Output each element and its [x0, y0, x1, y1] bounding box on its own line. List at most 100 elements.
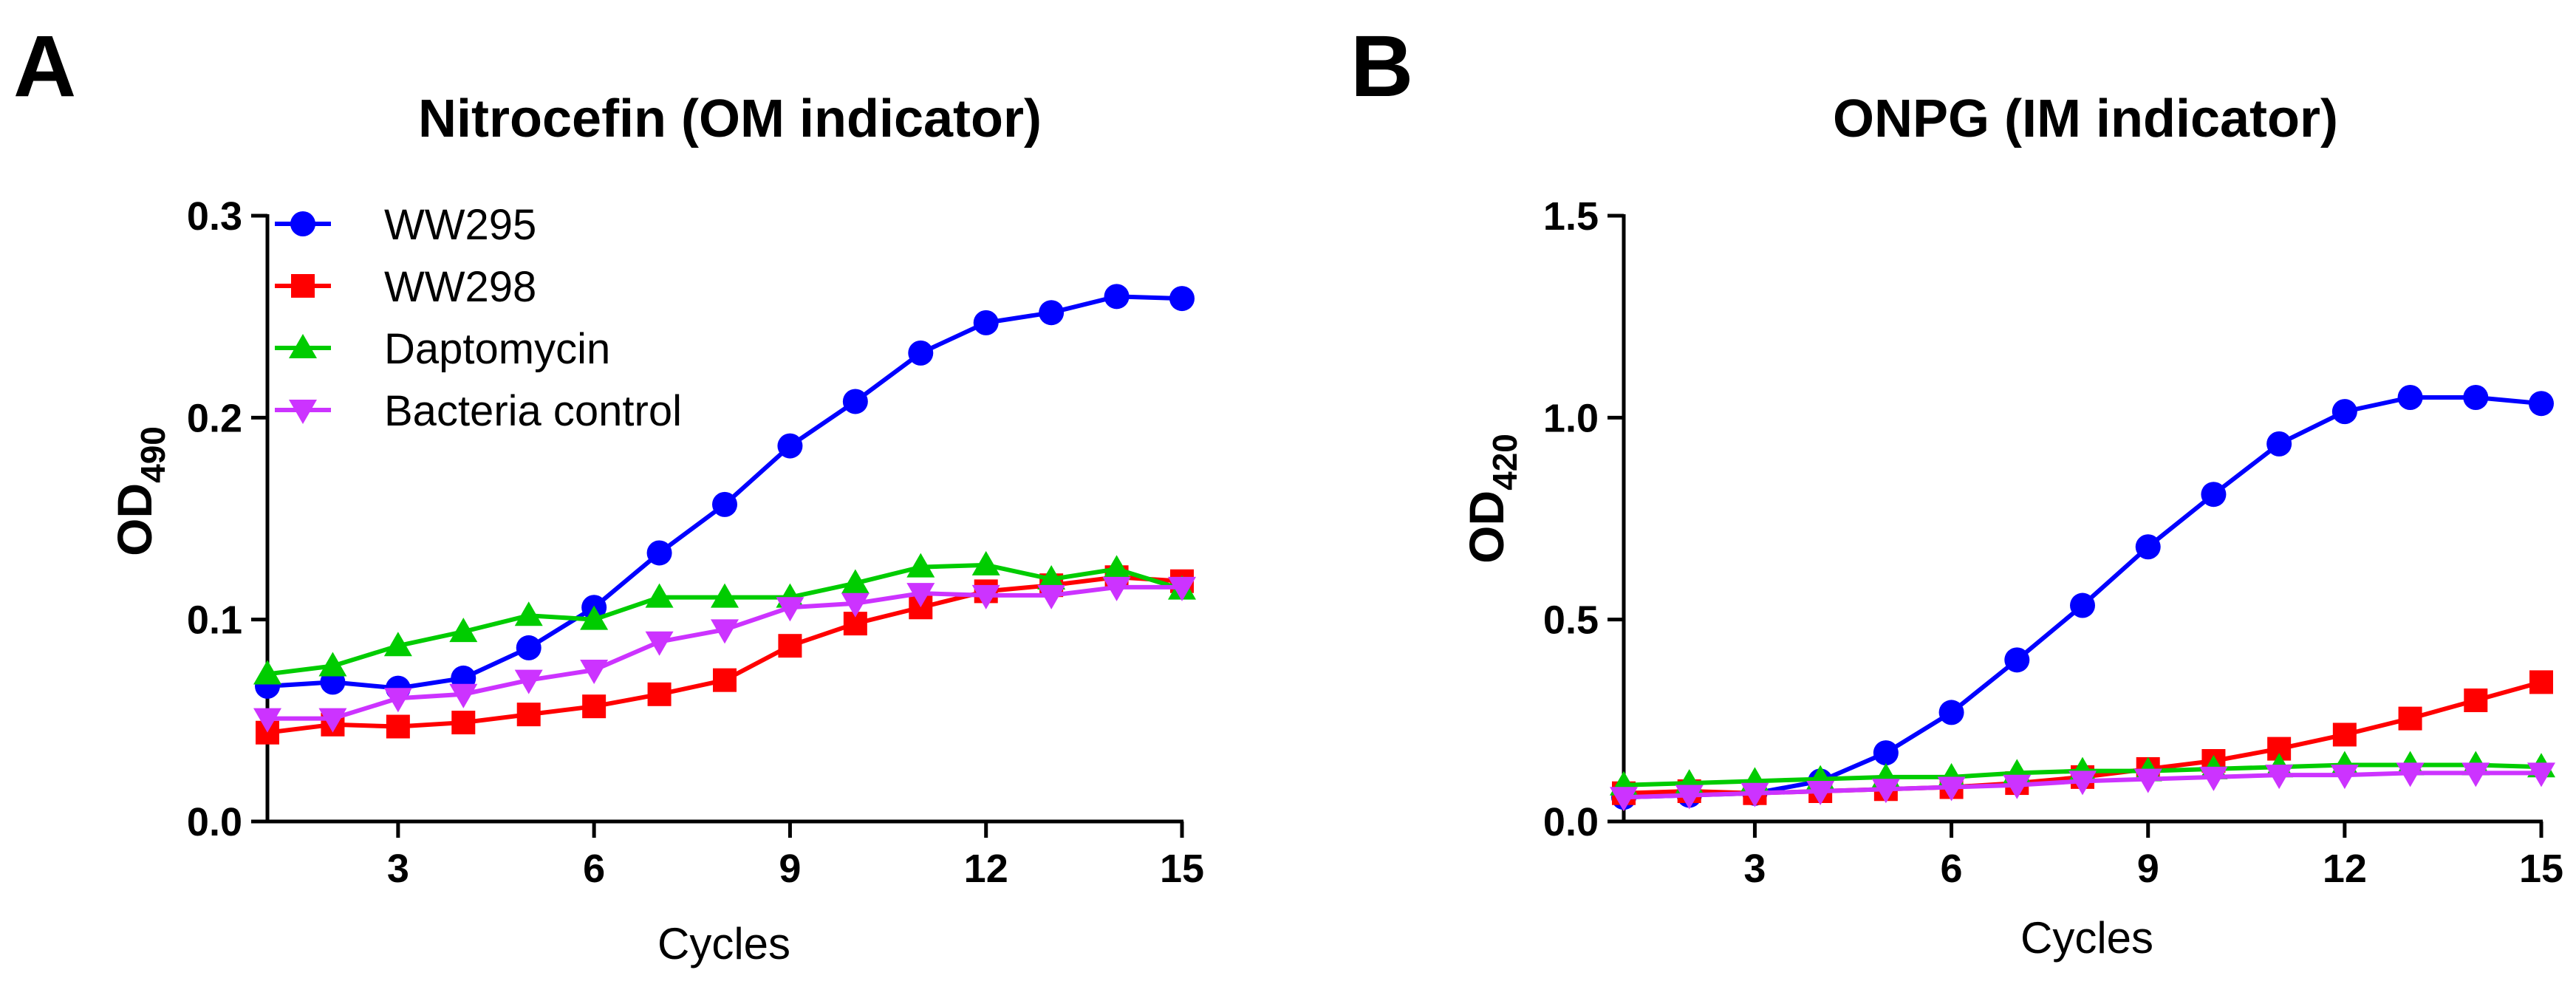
chart-a-data-point [1037, 584, 1066, 609]
chart-b-series-ww295 [1611, 385, 2554, 810]
panel-letter-a: A [13, 18, 76, 115]
chart-a-legend-label: WW298 [384, 263, 536, 311]
chart-b-y-tick-label: 0.5 [1543, 598, 1599, 643]
chart-a-data-point [645, 631, 674, 656]
chart-b-y-tick-label: 0.0 [1543, 800, 1599, 844]
panel-letter-b: B [1350, 18, 1413, 115]
chart-a-series-daptomycin [253, 550, 1196, 685]
chart-a-data-point [841, 569, 870, 594]
chart-b-ylabel-main: OD [1459, 491, 1514, 564]
chart-a-data-point [1168, 576, 1196, 601]
chart-b-data-point [1675, 785, 1704, 810]
chart-b-x-tick-label: 6 [1941, 847, 1963, 891]
chart-a-data-point [449, 683, 478, 708]
chart-a-data-point [776, 597, 804, 622]
chart-a-y-tick-label: 0.3 [187, 194, 242, 239]
chart-a-data-point [645, 583, 674, 608]
chart-b-series-bacteria-control [1610, 762, 2555, 812]
chart-a-data-point [841, 592, 870, 618]
chart-a-series-bacteria-control [253, 576, 1196, 733]
chart-b-data-point [1938, 700, 1964, 725]
chart-a-legend: WW295 WW298 Daptomycin Bacteria control [275, 201, 682, 435]
chart-a-data-point [383, 632, 412, 657]
chart-a-ylabel-sub: 490 [134, 426, 172, 483]
chart-b-data-point [2070, 592, 2095, 618]
chart-a-data-point [318, 708, 347, 733]
chart-b-data-point [2004, 647, 2030, 673]
chart-a-data-point [646, 540, 672, 566]
chart-a-y-tick-label: 0.1 [187, 598, 242, 643]
chart-b-data-point [2529, 391, 2554, 417]
chart-a-data-point [906, 553, 935, 578]
chart-b-data-point [2003, 774, 2032, 799]
chart-b-data-point [2266, 431, 2292, 457]
chart-a-data-point [514, 601, 543, 626]
chart-b-xlabel: Cycles [2020, 913, 2153, 963]
chart-a-xlabel: Cycles [657, 919, 790, 968]
chart-a-data-point [580, 605, 609, 630]
chart-a-data-point [647, 682, 672, 706]
chart-b-data-point [2461, 762, 2490, 787]
chart-a-data-point [842, 389, 868, 414]
chart-b-data-point [2133, 768, 2162, 793]
chart-b-data-point [2331, 399, 2357, 425]
chart-b-data-point [2135, 534, 2161, 560]
chart-b-data-point [1610, 787, 1638, 812]
chart-a: 0.0 0.1 0.2 0.3 3 6 9 12 15 WW295 WW298 Daptomycin B… [187, 194, 1204, 891]
chart-b-data-point [2201, 482, 2227, 508]
chart-b-y-tick-label: 1.5 [1543, 194, 1599, 239]
chart-a-data-point [1037, 565, 1066, 590]
chart-a-data-point [713, 668, 737, 692]
chart-a-legend-label: WW295 [384, 201, 536, 249]
chart-a-legend-marker [291, 274, 315, 298]
chart-b-data-point [2463, 385, 2489, 410]
chart-a-data-point [971, 550, 1000, 575]
chart-b-data-point [2199, 766, 2228, 791]
chart-a-data-point [514, 669, 543, 694]
chart-a-data-point [582, 694, 607, 719]
chart-a-data-point [253, 660, 281, 685]
chart-a-data-point [386, 714, 410, 739]
chart-b-data-point [1871, 779, 1900, 804]
chart-a-data-point [711, 583, 739, 608]
chart-b-data-point [1740, 782, 1769, 807]
chart-a-data-point [777, 433, 803, 459]
chart-a-x-tick-label: 15 [1160, 847, 1204, 891]
chart-a-legend-marker [289, 334, 317, 358]
chart-a-data-point [516, 635, 541, 660]
chart-a-title: Nitrocefin (OM indicator) [418, 89, 1042, 148]
chart-a-ylabel-main: OD [107, 483, 162, 556]
chart-a-data-point [253, 708, 281, 733]
chart-b-data-point [1806, 781, 1835, 805]
chart-b-data-point [2332, 722, 2357, 747]
chart-a-data-point [1102, 555, 1131, 580]
chart-b-x-tick-label: 3 [1743, 847, 1766, 891]
chart-b-ylabel-sub: 420 [1486, 434, 1524, 491]
chart-a-data-point [778, 634, 802, 658]
chart-a-ylabel: OD490 [107, 426, 172, 556]
chart-b: 0.0 0.5 1.0 1.5 3 6 9 12 15 [1543, 194, 2563, 891]
chart-a-data-point [973, 310, 999, 335]
chart-a-data-point [318, 652, 347, 677]
chart-b-title: ONPG (IM indicator) [1833, 89, 2338, 148]
chart-a-data-point [1104, 284, 1130, 310]
chart-a-legend-marker [289, 400, 317, 424]
chart-b-data-point [2396, 762, 2425, 787]
chart-b-data-point [2265, 765, 2294, 790]
chart-b-data-point [2330, 765, 2359, 790]
chart-a-data-point [711, 619, 739, 644]
chart-a-legend-marker [290, 211, 315, 236]
chart-b-data-point [2527, 762, 2555, 787]
chart-a-data-point [451, 711, 476, 735]
chart-b-data-point [2068, 771, 2097, 796]
chart-b-data-point [2529, 670, 2553, 694]
chart-b-x-tick-label: 15 [2519, 847, 2563, 891]
chart-a-data-point [712, 491, 737, 517]
chart-a-data-point [1102, 576, 1131, 601]
chart-b-data-point [1873, 740, 1899, 766]
chart-a-x-tick-label: 9 [779, 847, 801, 891]
chart-a-data-point [908, 340, 934, 366]
chart-a-data-point [383, 688, 412, 713]
chart-a-data-point [906, 583, 935, 608]
